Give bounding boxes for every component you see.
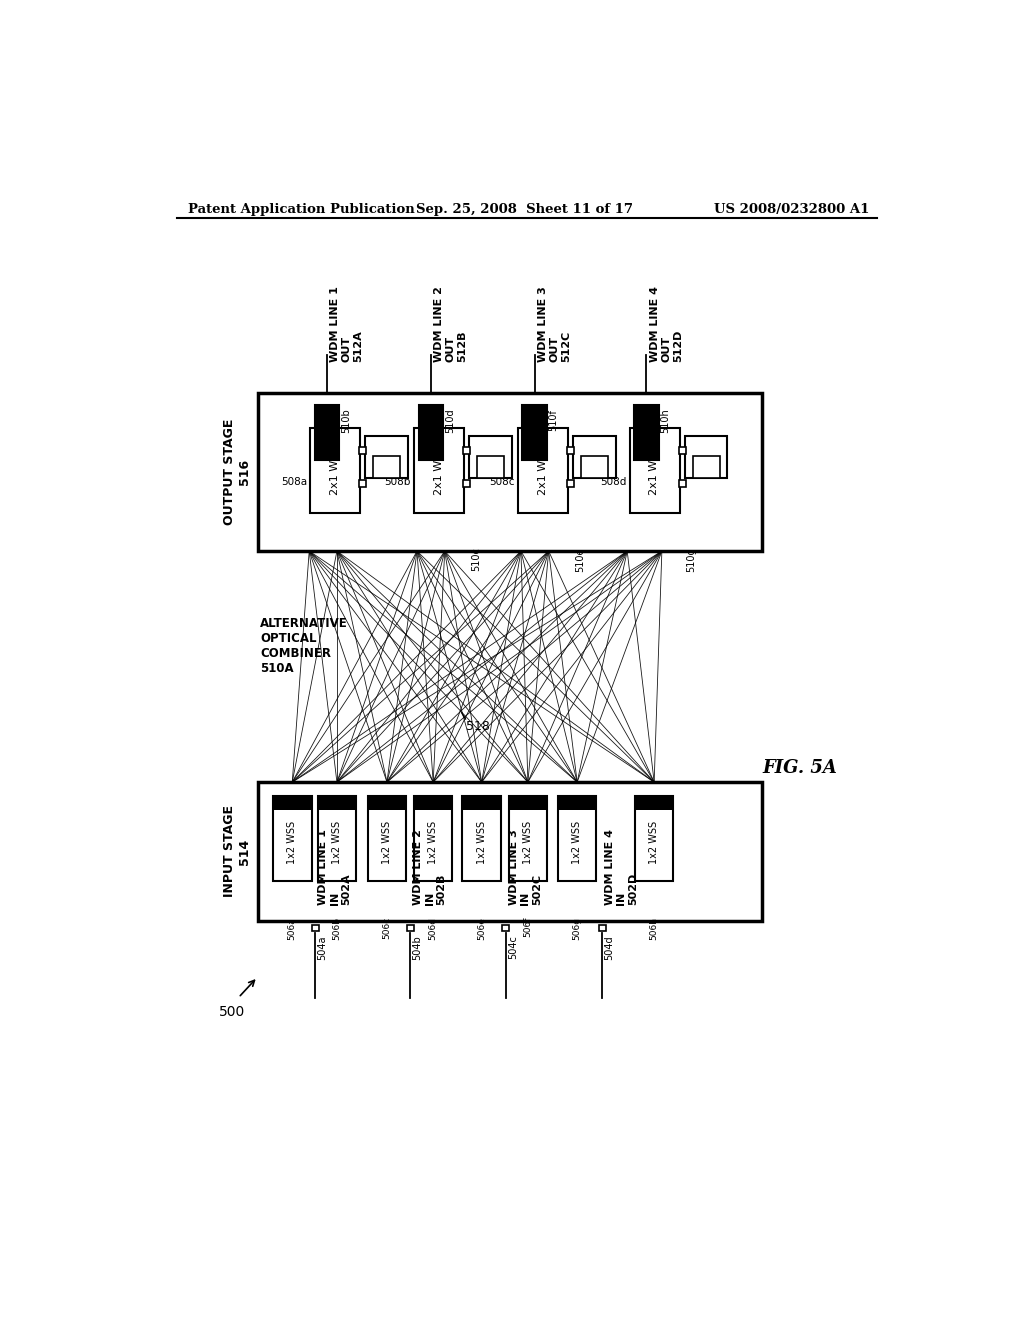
Text: 2x1 WSS: 2x1 WSS — [538, 446, 548, 495]
Bar — [635, 796, 674, 880]
Text: 1x2 WSS: 1x2 WSS — [477, 821, 486, 863]
Text: OUTPUT STAGE
516: OUTPUT STAGE 516 — [223, 418, 252, 525]
Bar — [407, 924, 414, 932]
Bar — [317, 796, 356, 880]
Text: WDM LINE 2
OUT
512B: WDM LINE 2 OUT 512B — [434, 286, 467, 363]
Text: WDM LINE 4
IN
502D: WDM LINE 4 IN 502D — [605, 829, 638, 906]
Text: 1x2 WSS: 1x2 WSS — [428, 821, 438, 863]
Text: 508a: 508a — [281, 477, 307, 487]
Text: 508d: 508d — [600, 477, 627, 487]
Text: 504d: 504d — [604, 936, 614, 960]
Text: 506a: 506a — [288, 917, 297, 940]
Text: 506f: 506f — [523, 917, 532, 937]
Bar — [599, 924, 605, 932]
Bar — [258, 781, 762, 921]
Bar — [414, 796, 453, 810]
Text: 510f: 510f — [549, 409, 559, 430]
Bar — [368, 796, 407, 810]
Bar — [503, 924, 509, 932]
Bar — [518, 428, 568, 512]
Text: 510g: 510g — [686, 548, 696, 572]
Text: WDM LINE 4
OUT
512D: WDM LINE 4 OUT 512D — [649, 286, 683, 363]
Bar — [463, 796, 501, 810]
Bar — [312, 924, 319, 932]
Bar — [558, 796, 596, 880]
Text: Sep. 25, 2008  Sheet 11 of 17: Sep. 25, 2008 Sheet 11 of 17 — [417, 203, 633, 216]
Text: US 2008/0232800 A1: US 2008/0232800 A1 — [715, 203, 869, 216]
Text: 506e: 506e — [477, 917, 486, 940]
Text: 504a: 504a — [317, 936, 328, 960]
Text: 510c: 510c — [471, 548, 481, 572]
Bar — [634, 405, 658, 461]
Text: WDM LINE 3
OUT
512C: WDM LINE 3 OUT 512C — [538, 286, 571, 363]
Bar — [630, 428, 680, 512]
Bar — [509, 796, 547, 810]
Text: 1x2 WSS: 1x2 WSS — [572, 821, 583, 863]
Text: ALTERNATIVE
OPTICAL
COMBINER
510A: ALTERNATIVE OPTICAL COMBINER 510A — [260, 618, 348, 676]
Bar — [573, 436, 615, 478]
Bar — [317, 796, 356, 810]
Bar — [679, 447, 686, 454]
Bar — [273, 796, 311, 880]
Text: 508b: 508b — [384, 477, 411, 487]
Bar — [368, 796, 407, 880]
Text: INPUT STAGE
514: INPUT STAGE 514 — [223, 805, 252, 898]
Bar — [477, 457, 504, 478]
Text: 506g: 506g — [572, 917, 582, 940]
Text: 506d: 506d — [429, 917, 437, 940]
Bar — [359, 447, 367, 454]
Text: 504c: 504c — [508, 936, 518, 960]
Text: FIG. 5A: FIG. 5A — [762, 759, 837, 777]
Bar — [635, 796, 674, 810]
Text: 510h: 510h — [660, 409, 671, 433]
Bar — [558, 796, 596, 810]
Bar — [258, 393, 762, 552]
Bar — [581, 457, 608, 478]
Text: 510b: 510b — [341, 409, 351, 433]
Bar — [373, 457, 400, 478]
Bar — [463, 796, 501, 880]
Text: 1x2 WSS: 1x2 WSS — [288, 821, 297, 863]
Bar — [522, 405, 547, 461]
Bar — [366, 436, 408, 478]
Bar — [463, 447, 470, 454]
Text: 1x2 WSS: 1x2 WSS — [332, 821, 342, 863]
Text: 1x2 WSS: 1x2 WSS — [523, 821, 532, 863]
Text: WDM LINE 2
IN
502B: WDM LINE 2 IN 502B — [413, 829, 446, 906]
Bar — [679, 480, 686, 487]
Text: 518: 518 — [466, 721, 489, 734]
Bar — [463, 480, 470, 487]
Bar — [414, 428, 464, 512]
Bar — [685, 436, 727, 478]
Text: 506b: 506b — [333, 917, 341, 940]
Bar — [419, 405, 443, 461]
Text: 510e: 510e — [574, 548, 585, 572]
Text: 508c: 508c — [489, 477, 515, 487]
Text: 2x1 WSS: 2x1 WSS — [649, 446, 659, 495]
Bar — [310, 428, 360, 512]
Text: WDM LINE 3
IN
502C: WDM LINE 3 IN 502C — [509, 829, 542, 906]
Text: 506c: 506c — [383, 917, 391, 939]
Text: 2x1 WSS: 2x1 WSS — [330, 446, 340, 495]
Text: WDM LINE 1
OUT
512A: WDM LINE 1 OUT 512A — [330, 286, 364, 363]
Bar — [469, 436, 512, 478]
Bar — [314, 405, 339, 461]
Bar — [359, 480, 367, 487]
Text: 510d: 510d — [444, 409, 455, 433]
Text: 500: 500 — [219, 1006, 246, 1019]
Bar — [567, 447, 574, 454]
Bar — [414, 796, 453, 880]
Text: Patent Application Publication: Patent Application Publication — [188, 203, 415, 216]
Text: WDM LINE 1
IN
502A: WDM LINE 1 IN 502A — [318, 829, 351, 906]
Bar — [509, 796, 547, 880]
Text: 504b: 504b — [413, 936, 422, 960]
Text: 1x2 WSS: 1x2 WSS — [649, 821, 659, 863]
Bar — [273, 796, 311, 810]
Text: 1x2 WSS: 1x2 WSS — [382, 821, 392, 863]
Text: 2x1 WSS: 2x1 WSS — [433, 446, 443, 495]
Text: 506h: 506h — [649, 917, 658, 940]
Bar — [692, 457, 720, 478]
Bar — [567, 480, 574, 487]
